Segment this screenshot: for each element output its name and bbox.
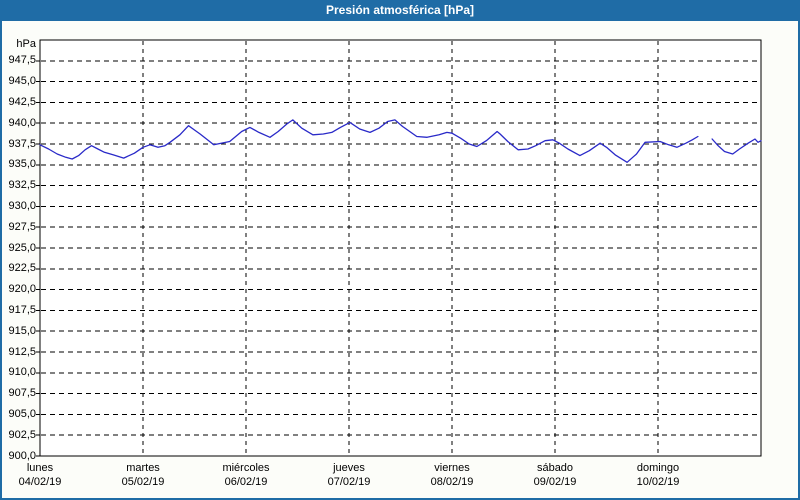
y-tick-label: 900,0 bbox=[8, 449, 36, 462]
y-axis-unit-label: hPa bbox=[16, 38, 36, 50]
pressure-line bbox=[39, 119, 699, 163]
day-date: 05/02/19 bbox=[121, 476, 165, 488]
y-tick-label: 905,0 bbox=[8, 407, 36, 420]
x-day-label: viernes 08/02/19 bbox=[402, 461, 502, 489]
x-day-label: martes 05/02/19 bbox=[93, 461, 193, 489]
y-tick-label: 935,0 bbox=[8, 158, 36, 171]
y-tick-label: 920,0 bbox=[8, 283, 36, 296]
pressure-line bbox=[711, 138, 762, 155]
y-tick-label: 922,5 bbox=[8, 262, 36, 275]
day-date: 07/02/19 bbox=[327, 476, 371, 488]
day-date: 10/02/19 bbox=[636, 476, 680, 488]
x-day-label: miércoles 06/02/19 bbox=[196, 461, 296, 489]
y-tick-label: 925,0 bbox=[8, 241, 36, 254]
y-tick-label: 942,5 bbox=[8, 95, 36, 108]
y-tick-label: 937,5 bbox=[8, 137, 36, 150]
day-name: martes bbox=[126, 462, 160, 474]
x-day-label: lunes 04/02/19 bbox=[2, 461, 90, 489]
x-day-label: domingo 10/02/19 bbox=[608, 461, 708, 489]
plot-area bbox=[39, 39, 762, 457]
y-tick-label: 932,5 bbox=[8, 179, 36, 192]
day-name: miércoles bbox=[222, 462, 270, 474]
day-date: 06/02/19 bbox=[224, 476, 268, 488]
y-tick-label: 945,0 bbox=[8, 75, 36, 88]
y-tick-label: 907,5 bbox=[8, 387, 36, 400]
y-tick-label: 910,0 bbox=[8, 366, 36, 379]
day-date: 09/02/19 bbox=[533, 476, 577, 488]
x-day-label: sábado 09/02/19 bbox=[505, 461, 605, 489]
y-tick-label: 915,0 bbox=[8, 324, 36, 337]
chart-title: Presión atmosférica [hPa] bbox=[325, 3, 475, 17]
y-tick-label: 940,0 bbox=[8, 116, 36, 129]
day-name: domingo bbox=[636, 462, 680, 474]
day-name: viernes bbox=[434, 462, 470, 474]
day-date: 08/02/19 bbox=[430, 476, 474, 488]
chart-title-bar: Presión atmosférica [hPa] bbox=[2, 2, 798, 21]
day-name: lunes bbox=[26, 462, 54, 474]
day-date: 04/02/19 bbox=[18, 476, 62, 488]
day-name: jueves bbox=[333, 462, 365, 474]
x-day-label: jueves 07/02/19 bbox=[299, 461, 399, 489]
day-name: sábado bbox=[536, 462, 574, 474]
y-tick-label: 917,5 bbox=[8, 303, 36, 316]
y-tick-label: 930,0 bbox=[8, 199, 36, 212]
y-tick-label: 927,5 bbox=[8, 220, 36, 233]
y-tick-label: 912,5 bbox=[8, 345, 36, 358]
y-tick-label: 947,5 bbox=[8, 54, 36, 67]
y-tick-label: 902,5 bbox=[8, 428, 36, 441]
